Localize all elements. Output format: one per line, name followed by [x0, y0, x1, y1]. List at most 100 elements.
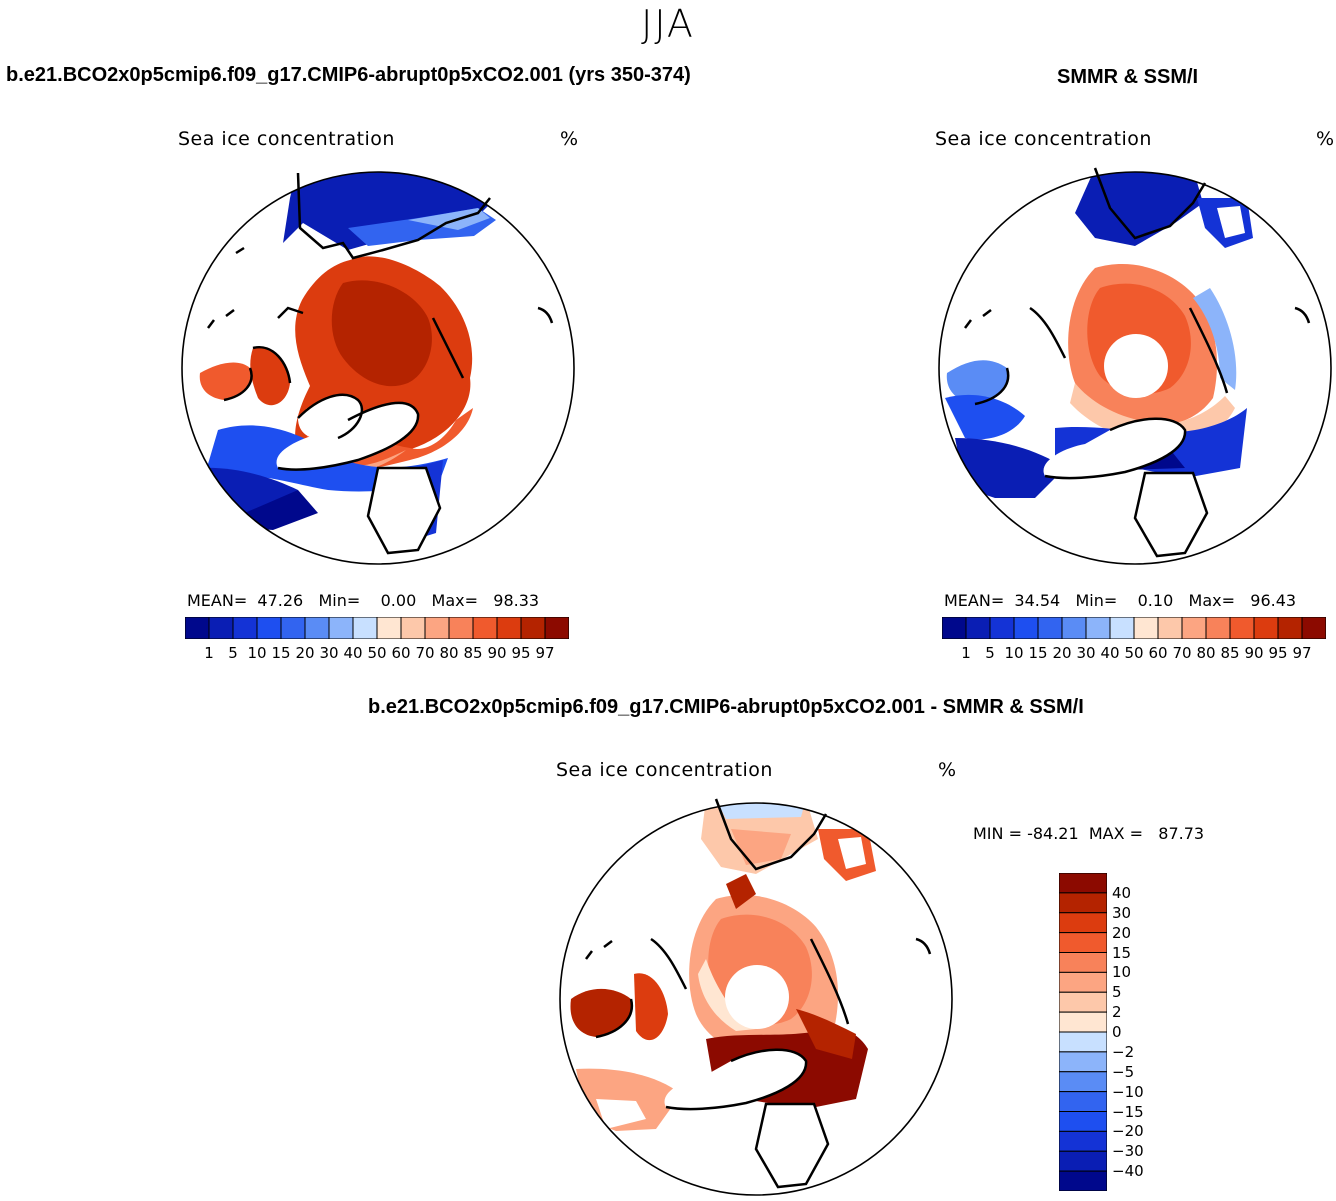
model-colorbar-box: [352, 617, 378, 639]
obs-mean-value: 34.54: [1014, 591, 1061, 610]
diff-colorbar-tick-label: 0: [1112, 1023, 1122, 1041]
obs-colorbar-tick-label: 60: [1148, 644, 1168, 662]
model-colorbar-box: [472, 617, 498, 639]
obs-ice-field: [945, 172, 1253, 556]
diff-colorbar-box: [1059, 1170, 1107, 1191]
model-colorbar-box: [328, 617, 354, 639]
obs-colorbar-box: [942, 617, 967, 639]
model-colorbar-tick-label: 30: [319, 644, 339, 662]
obs-colorbar-box: [1253, 617, 1279, 639]
model-coastlines: [207, 172, 554, 555]
model-plot-title: Sea ice concentration: [178, 128, 395, 150]
diff-colorbar-ticks: 40 30 20 15 10 5 2 0 −2 −5 −10 −15 −20 −30 −40: [1112, 873, 1172, 1191]
obs-colorbar-tick-label: 5: [985, 644, 995, 662]
diff-colorbar-tick-label: 30: [1112, 903, 1132, 922]
diff-colorbar-box: [1059, 892, 1107, 914]
diff-colorbar-box: [1059, 1130, 1107, 1152]
model-colorbar-tick-label: 40: [343, 644, 363, 662]
model-colorbar-tick-label: 10: [247, 644, 267, 662]
diff-stats-line: MIN = -84.21 MAX = 87.73: [973, 824, 1204, 843]
model-colorbar-box: [448, 617, 474, 639]
diff-colorbar-box: [1059, 1091, 1107, 1112]
obs-colorbar-tick-label: 95: [1268, 644, 1288, 662]
obs-colorbar-tick-label: 1: [961, 644, 971, 662]
obs-colorbar-tick-label: 40: [1100, 644, 1120, 662]
model-colorbar-box: [400, 617, 426, 639]
model-plot-units: %: [560, 128, 579, 150]
model-stats-line: MEAN= 47.26 Min= 0.00 Max= 98.33: [187, 591, 539, 610]
diff-max-label: MAX =: [1088, 824, 1144, 843]
model-polar-map: [181, 171, 575, 565]
diff-panel-header: b.e21.BCO2x0p5cmip6.f09_g17.CMIP6-abrupt…: [368, 696, 1084, 718]
diff-colorbar-box: [1059, 912, 1107, 934]
diff-colorbar-tick-label: −40: [1112, 1162, 1144, 1181]
diff-colorbar-box: [1059, 1011, 1107, 1033]
diff-coastlines: [585, 798, 932, 1189]
obs-max-label: Max=: [1188, 591, 1235, 610]
obs-colorbar-tick-label: 50: [1124, 644, 1144, 662]
obs-colorbar-box: [1085, 617, 1111, 639]
diff-colorbar-box: [1059, 1051, 1107, 1073]
model-colorbar-tick-label: 85: [463, 644, 483, 662]
model-panel-header: b.e21.BCO2x0p5cmip6.f09_g17.CMIP6-abrupt…: [6, 64, 691, 86]
obs-colorbar-box: [1037, 617, 1063, 639]
model-colorbar-box: [376, 617, 402, 639]
model-colorbar-tick-label: 97: [535, 644, 555, 662]
model-ice-field: [198, 172, 496, 553]
obs-map-boundary: [938, 171, 1332, 565]
model-mean-label: MEAN=: [187, 591, 248, 610]
model-colorbar-tick-label: 1: [204, 644, 214, 662]
diff-colorbar: [1059, 873, 1107, 1191]
model-colorbar-box: [304, 617, 330, 639]
diff-map-boundary: [559, 802, 953, 1196]
obs-plot-units: %: [1316, 128, 1335, 150]
obs-colorbar-tick-label: 30: [1076, 644, 1096, 662]
obs-min-value: 0.10: [1137, 591, 1174, 610]
diff-colorbar-box: [1059, 1111, 1107, 1132]
diff-colorbar-box: [1059, 932, 1107, 953]
obs-colorbar-tick-label: 10: [1004, 644, 1024, 662]
obs-stats-line: MEAN= 34.54 Min= 0.10 Max= 96.43: [944, 591, 1296, 610]
obs-colorbar-box: [1013, 617, 1039, 639]
model-colorbar-box: [424, 617, 450, 639]
obs-colorbar-box: [1229, 617, 1255, 639]
obs-colorbar-tick-label: 70: [1172, 644, 1192, 662]
obs-coastlines: [964, 167, 1311, 558]
diff-min-value: -84.21: [1027, 824, 1079, 843]
diff-colorbar-tick-label: 5: [1112, 983, 1122, 1002]
obs-min-label: Min=: [1075, 591, 1118, 610]
obs-panel-header: SMMR & SSM/I: [1057, 66, 1199, 88]
model-colorbar-tick-label: 50: [367, 644, 387, 662]
obs-colorbar-box: [1157, 617, 1183, 639]
model-colorbar-box: [232, 617, 258, 639]
model-colorbar-box: [185, 617, 210, 639]
obs-colorbar-box: [1133, 617, 1159, 639]
diff-colorbar-tick-label: −5: [1112, 1062, 1135, 1081]
obs-colorbar: [942, 617, 1326, 639]
diff-colorbar-tick-label: 2: [1112, 1003, 1122, 1022]
obs-colorbar-box: [1301, 617, 1326, 639]
obs-colorbar-tick-label: 97: [1292, 644, 1312, 662]
obs-colorbar-box: [965, 617, 991, 639]
obs-mean-label: MEAN=: [944, 591, 1005, 610]
model-colorbar-box: [280, 617, 306, 639]
model-colorbar-tick-label: 20: [295, 644, 315, 662]
diff-colorbar-tick-label: −15: [1112, 1102, 1144, 1121]
obs-colorbar-tick-label: 15: [1028, 644, 1048, 662]
model-colorbar-box: [544, 617, 569, 639]
obs-colorbar-box: [1181, 617, 1207, 639]
obs-plot-title: Sea ice concentration: [935, 128, 1152, 150]
obs-colorbar-box: [1277, 617, 1303, 639]
diff-ice-field: [570, 803, 876, 1187]
model-colorbar-box: [520, 617, 546, 639]
diff-polar-map: [559, 798, 953, 1196]
diff-colorbar-box: [1059, 873, 1107, 894]
model-colorbar-tick-label: 90: [487, 644, 507, 662]
model-colorbar-tick-label: 80: [439, 644, 459, 662]
model-colorbar: [185, 617, 569, 639]
obs-max-value: 96.43: [1250, 591, 1297, 610]
model-max-label: Max=: [431, 591, 478, 610]
obs-colorbar-tick-label: 90: [1244, 644, 1264, 662]
season-title: JJA: [641, 2, 695, 46]
diff-colorbar-tick-label: 15: [1112, 943, 1132, 962]
